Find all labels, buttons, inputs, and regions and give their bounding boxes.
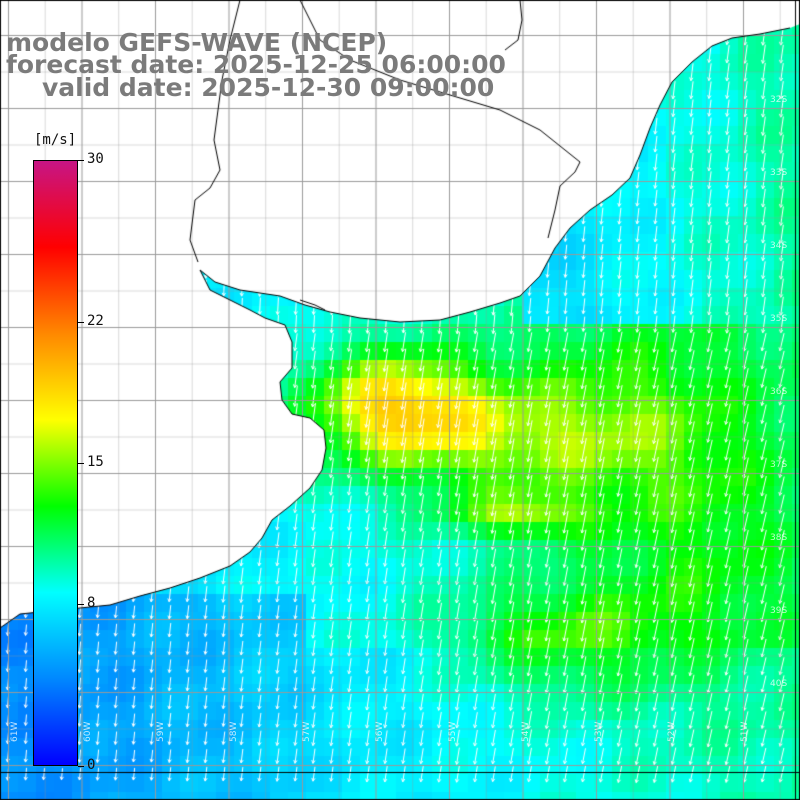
longitude-label: 59W	[156, 721, 166, 742]
forecast-date: forecast date: 2025-12-25 06:00:00	[6, 50, 506, 79]
colorbar-tick-label: 15	[87, 454, 104, 470]
colorbar-unit: [m/s]	[34, 132, 77, 148]
latitude-label: 36S	[770, 387, 788, 397]
colorbar-tick-mark	[78, 321, 84, 323]
colorbar-tick-mark	[78, 766, 84, 767]
longitude-label: 58W	[229, 721, 239, 742]
colorbar-tick-mark	[78, 160, 84, 161]
latitude-label: 37S	[770, 460, 788, 470]
colorbar-tick-label: 0	[87, 757, 96, 773]
longitude-label: 56W	[375, 721, 385, 742]
longitude-label: 54W	[521, 721, 531, 742]
colorbar-tick-label: 30	[87, 151, 104, 167]
colorbar-tick-mark	[78, 604, 84, 606]
latitude-label: 39S	[770, 606, 788, 616]
latitude-label: 32S	[770, 95, 788, 105]
latitude-label: 33S	[770, 168, 788, 178]
longitude-label: 51W	[740, 721, 750, 742]
longitude-label: 57W	[302, 721, 312, 742]
latitude-label: 38S	[770, 533, 788, 543]
longitude-label: 61W	[10, 721, 20, 742]
colorbar-tick-label: 8	[87, 595, 96, 612]
valid-date: valid date: 2025-12-30 09:00:00	[42, 73, 495, 102]
latitude-label: 34S	[770, 241, 788, 251]
colorbar-tick-label: 22	[87, 312, 104, 329]
colorbar	[33, 160, 78, 766]
latitude-label: 40S	[770, 679, 788, 689]
longitude-label: 52W	[667, 721, 677, 742]
latitude-label: 35S	[770, 314, 788, 324]
longitude-label: 53W	[594, 721, 604, 742]
colorbar-tick-mark	[78, 463, 84, 464]
model-title: modelo GEFS-WAVE (NCEP)	[6, 28, 388, 57]
longitude-label: 55W	[448, 721, 458, 742]
longitude-label: 60W	[83, 721, 93, 742]
